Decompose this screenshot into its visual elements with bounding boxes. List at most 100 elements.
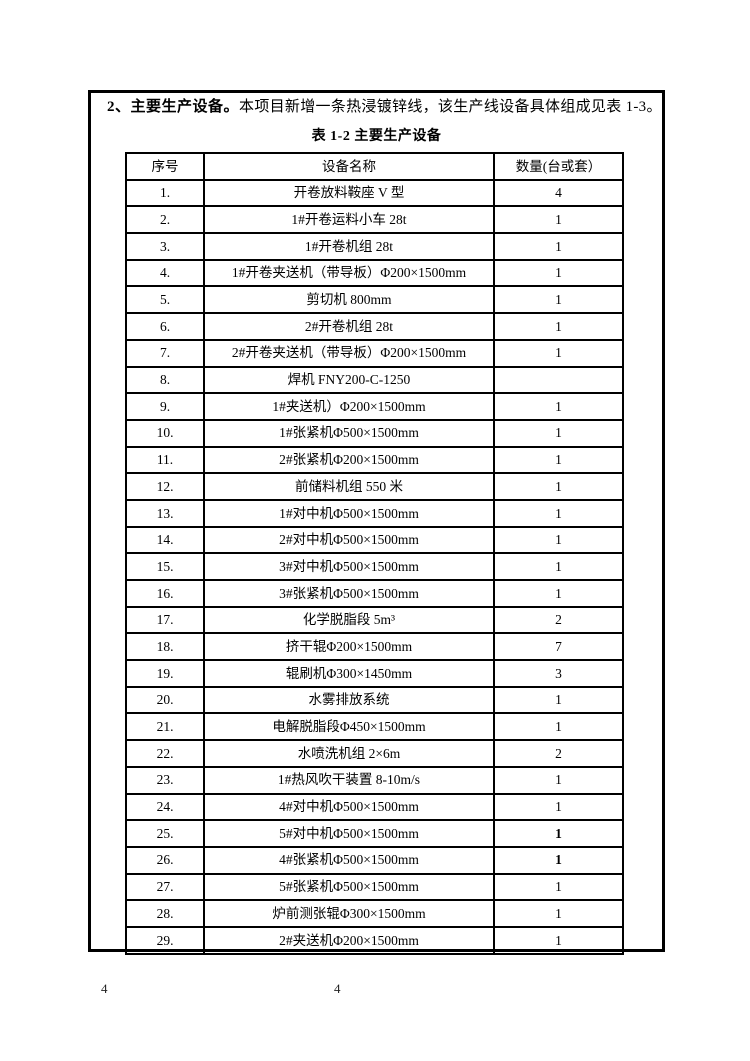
cell-serial: 29.	[125, 925, 205, 955]
cell-quantity: 1	[493, 472, 624, 501]
cell-quantity: 1	[493, 392, 624, 421]
cell-equipment-name: 挤干辊Φ200×1500mm	[203, 632, 495, 662]
cell-quantity: 1	[493, 765, 624, 795]
cell-quantity: 1	[493, 312, 624, 341]
cell-serial: 10.	[125, 418, 205, 448]
cell-serial: 6.	[125, 312, 205, 341]
table-header-row: 序号 设备名称 数量(台或套）	[125, 152, 624, 181]
cell-quantity: 1	[493, 925, 624, 955]
cell-equipment-name: 5#对中机Φ500×1500mm	[203, 819, 495, 848]
cell-quantity: 7	[493, 632, 624, 662]
cell-serial: 13.	[125, 498, 205, 528]
cell-serial: 5.	[125, 285, 205, 315]
cell-serial: 14.	[125, 525, 205, 555]
cell-quantity: 1	[493, 579, 624, 608]
table-row: 24. 4#对中机Φ500×1500mm 1	[125, 792, 624, 822]
content-frame: 2、主要生产设备。本项目新增一条热浸镀锌线，该生产线设备具体组成见表 1-3。 …	[88, 90, 665, 955]
cell-equipment-name: 1#开卷机组 28t	[203, 232, 495, 261]
table-row: 19. 辊刷机Φ300×1450mm 3	[125, 659, 624, 688]
cell-serial: 4.	[125, 258, 205, 288]
cell-equipment-name: 4#张紧机Φ500×1500mm	[203, 845, 495, 875]
cell-serial: 8.	[125, 365, 205, 395]
cell-serial: 27.	[125, 872, 205, 902]
cell-serial: 25.	[125, 819, 205, 848]
cell-serial: 19.	[125, 659, 205, 688]
cell-quantity: 1	[493, 498, 624, 528]
cell-equipment-name: 辊刷机Φ300×1450mm	[203, 659, 495, 688]
cell-equipment-name: 1#张紧机Φ500×1500mm	[203, 418, 495, 448]
cell-serial: 22.	[125, 739, 205, 768]
cell-serial: 28.	[125, 899, 205, 928]
cell-quantity: 1	[493, 712, 624, 742]
cell-serial: 23.	[125, 765, 205, 795]
cell-equipment-name: 炉前测张辊Φ300×1500mm	[203, 899, 495, 928]
cell-serial: 11.	[125, 445, 205, 475]
cell-quantity: 1	[493, 205, 624, 235]
intro-lead-bold: 2、主要生产设备。	[107, 99, 240, 115]
cell-quantity: 1	[493, 792, 624, 822]
cell-quantity: 2	[493, 739, 624, 768]
table-row: 13. 1#对中机Φ500×1500mm 1	[125, 498, 624, 528]
cell-serial: 1.	[125, 178, 205, 208]
intro-paragraph: 2、主要生产设备。本项目新增一条热浸镀锌线，该生产线设备具体组成见表 1-3。	[107, 97, 661, 118]
cell-quantity: 1	[493, 552, 624, 581]
cell-serial: 3.	[125, 232, 205, 261]
table-row: 26. 4#张紧机Φ500×1500mm 1	[125, 845, 624, 875]
table-row: 3. 1#开卷机组 28t 1	[125, 232, 624, 261]
cell-equipment-name: 1#开卷夹送机（带导板）Φ200×1500mm	[203, 258, 495, 288]
cell-serial: 18.	[125, 632, 205, 662]
cell-quantity	[493, 365, 624, 395]
cell-quantity: 1	[493, 899, 624, 928]
table-row: 22. 水喷洗机组 2×6m 2	[125, 739, 624, 768]
table-row: 9. 1#夹送机）Φ200×1500mm 1	[125, 392, 624, 421]
cell-equipment-name: 前储料机组 550 米	[203, 472, 495, 501]
col-header-quantity: 数量(台或套）	[493, 152, 624, 181]
cell-equipment-name: 2#对中机Φ500×1500mm	[203, 525, 495, 555]
table-body: 1. 开卷放料鞍座 V 型 4 2. 1#开卷运料小车 28t 1 3. 1#开卷机组 28t…	[125, 178, 624, 955]
cell-equipment-name: 1#对中机Φ500×1500mm	[203, 498, 495, 528]
table-row: 16. 3#张紧机Φ500×1500mm 1	[125, 579, 624, 608]
table-row: 17. 化学脱脂段 5m³ 2	[125, 605, 624, 635]
cell-quantity: 1	[493, 525, 624, 555]
cell-equipment-name: 1#夹送机）Φ200×1500mm	[203, 392, 495, 421]
table-row: 11. 2#张紧机Φ200×1500mm 1	[125, 445, 624, 475]
cell-quantity: 1	[493, 258, 624, 288]
intro-body-text: 本项目新增一条热浸镀锌线，该生产线设备具体组成见表 1-3。	[239, 99, 662, 115]
cell-equipment-name: 水喷洗机组 2×6m	[203, 739, 495, 768]
cell-equipment-name: 电解脱脂段Φ450×1500mm	[203, 712, 495, 742]
cell-equipment-name: 1#开卷运料小车 28t	[203, 205, 495, 235]
cell-serial: 2.	[125, 205, 205, 235]
col-header-serial: 序号	[125, 152, 205, 181]
cell-quantity: 1	[493, 685, 624, 715]
cell-serial: 20.	[125, 685, 205, 715]
cell-equipment-name: 焊机 FNY200-C-1250	[203, 365, 495, 395]
table-row: 2. 1#开卷运料小车 28t 1	[125, 205, 624, 235]
cell-quantity: 1	[493, 232, 624, 261]
cell-equipment-name: 2#开卷机组 28t	[203, 312, 495, 341]
table-row: 21. 电解脱脂段Φ450×1500mm 1	[125, 712, 624, 742]
cell-equipment-name: 3#张紧机Φ500×1500mm	[203, 579, 495, 608]
cell-quantity: 1	[493, 845, 624, 875]
cell-quantity: 1	[493, 285, 624, 315]
cell-equipment-name: 4#对中机Φ500×1500mm	[203, 792, 495, 822]
table-row: 29. 2#夹送机Φ200×1500mm 1	[125, 925, 624, 955]
table-row: 7. 2#开卷夹送机（带导板）Φ200×1500mm 1	[125, 338, 624, 368]
cell-equipment-name: 5#张紧机Φ500×1500mm	[203, 872, 495, 902]
cell-serial: 12.	[125, 472, 205, 501]
cell-equipment-name: 化学脱脂段 5m³	[203, 605, 495, 635]
page-number-left: 4	[101, 981, 108, 996]
cell-quantity: 1	[493, 445, 624, 475]
cell-serial: 21.	[125, 712, 205, 742]
table-row: 25. 5#对中机Φ500×1500mm 1	[125, 819, 624, 848]
table-row: 4. 1#开卷夹送机（带导板）Φ200×1500mm 1	[125, 258, 624, 288]
cell-serial: 17.	[125, 605, 205, 635]
cell-equipment-name: 1#热风吹干装置 8-10m/s	[203, 765, 495, 795]
table-row: 8. 焊机 FNY200-C-1250	[125, 365, 624, 395]
cell-equipment-name: 水雾排放系统	[203, 685, 495, 715]
cell-equipment-name: 2#张紧机Φ200×1500mm	[203, 445, 495, 475]
cell-serial: 16.	[125, 579, 205, 608]
cell-quantity: 1	[493, 338, 624, 368]
